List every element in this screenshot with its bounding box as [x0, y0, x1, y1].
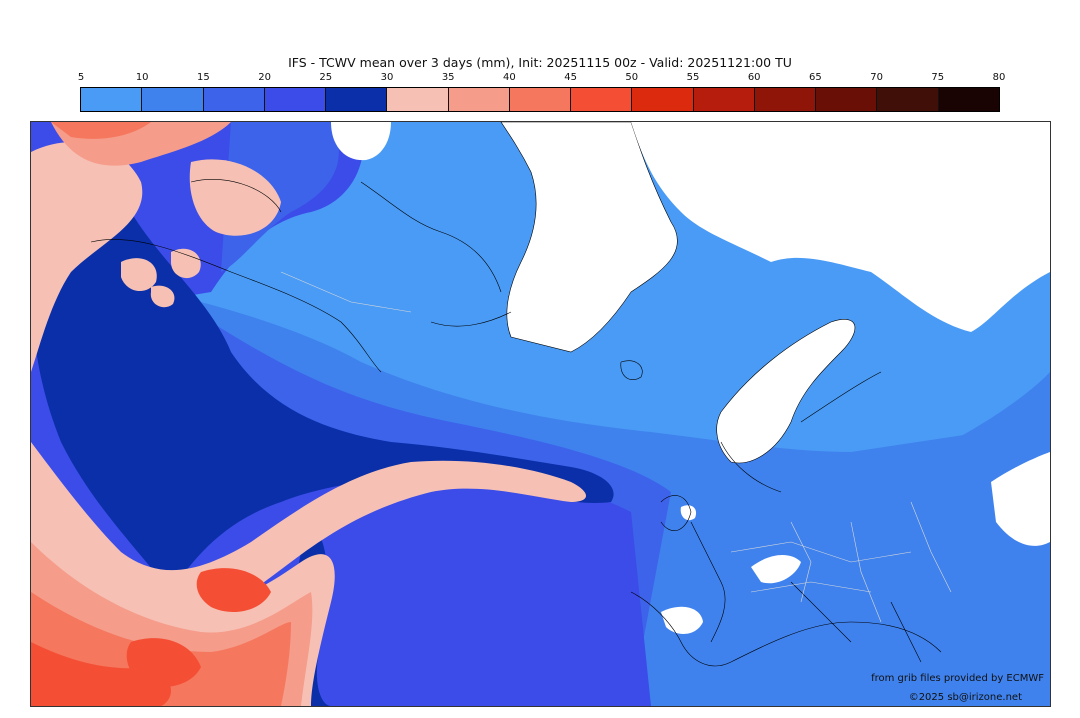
colorbar-cell — [877, 88, 939, 111]
colorbar-tick-label: 30 — [380, 72, 394, 83]
colorbar-tick-label: 50 — [625, 72, 639, 83]
country-borders — [280, 271, 952, 623]
colorbar-cell — [142, 88, 204, 111]
field-15-20-canada — [221, 122, 339, 272]
colorbar-tick-label: 60 — [747, 72, 761, 83]
tcwv-field-map — [31, 122, 1050, 706]
colorbar-tick-label: 80 — [992, 72, 1006, 83]
colorbar-tick-label: 10 — [135, 72, 149, 83]
chart-title: IFS - TCWV mean over 3 days (mm), Init: … — [288, 55, 792, 70]
field-25-30 — [31, 150, 614, 592]
colorbar-tick-label: 55 — [686, 72, 700, 83]
copyright-credit: ©2025 sb@irizone.net — [908, 692, 1022, 703]
colorbar-cell — [816, 88, 878, 111]
colorbar-tick-label: 65 — [809, 72, 822, 83]
colorbar-tick-label: 5 — [77, 72, 85, 83]
field-40-45-nw — [51, 122, 151, 139]
colorbar-cell — [448, 88, 510, 111]
colorbar-cell — [264, 88, 327, 111]
field-10-15-europe — [631, 372, 1050, 706]
colorbar-cell — [81, 88, 143, 111]
field-30-35-ak-blob3 — [150, 285, 175, 308]
land-arctic-snow — [631, 122, 1050, 332]
coastlines — [90, 179, 942, 667]
field-30-35-ak-blob2 — [171, 248, 201, 279]
colorbar-tick-label: 20 — [258, 72, 271, 83]
source-credit: from grib files provided by ECMWF — [871, 673, 1044, 684]
land-scandinavia-snow — [716, 319, 856, 464]
colorbar-tick-label: 70 — [870, 72, 883, 83]
colorbar-tick-label: 75 — [931, 72, 945, 83]
land-russia-snow — [991, 452, 1050, 546]
land-greenland — [500, 122, 678, 353]
land-alps-snow — [751, 555, 801, 584]
land-ireland-snow — [680, 505, 697, 521]
colorbar-cell — [632, 88, 694, 111]
field-45-50-blob — [196, 568, 271, 612]
colorbar-cell — [754, 88, 817, 111]
field-30-35-nw2 — [189, 159, 281, 236]
colorbar-tick-label: 25 — [319, 72, 333, 83]
field-30-35-ak-blob1 — [121, 258, 157, 292]
field-45-50 — [31, 642, 171, 706]
colorbar-cell — [326, 88, 388, 111]
field-30-35-nw — [31, 142, 143, 372]
colorbar-cell — [571, 88, 633, 111]
colorbar-tick-label: 40 — [503, 72, 516, 83]
colorbar-cell — [938, 88, 999, 111]
colorbar-tick-labels: 5 10 15 20 25 30 35 40 45 50 55 60 65 70 75 80 — [77, 72, 1006, 86]
colorbar-cell — [203, 88, 265, 111]
colorbar-tick-label: 45 — [564, 72, 577, 83]
colorbar-cell — [693, 88, 755, 111]
colorbar-cell — [509, 88, 572, 111]
colorbar-tick-label: 35 — [441, 72, 455, 83]
colorbar-legend — [80, 87, 1000, 112]
colorbar-tick-label: 15 — [197, 72, 210, 83]
weather-map[interactable] — [30, 121, 1051, 707]
field-45-50-blob2 — [126, 638, 201, 687]
colorbar-cell — [387, 88, 449, 111]
land-canada-snow — [331, 122, 391, 161]
